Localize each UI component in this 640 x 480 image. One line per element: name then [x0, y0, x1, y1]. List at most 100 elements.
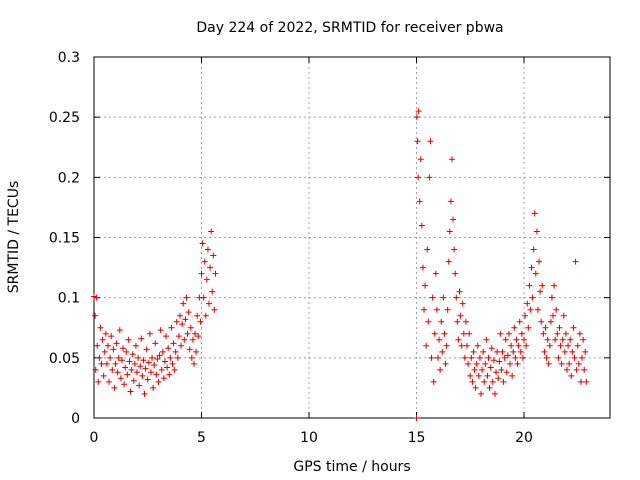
data-point	[537, 288, 544, 295]
data-point	[441, 330, 448, 337]
data-point	[134, 369, 140, 376]
data-point	[505, 330, 512, 337]
data-point	[198, 270, 205, 277]
data-point	[117, 375, 124, 382]
data-point	[415, 108, 422, 115]
data-point	[471, 366, 478, 373]
data-point	[91, 293, 97, 300]
data-point	[502, 336, 509, 343]
data-point	[527, 306, 534, 313]
data-point	[130, 377, 137, 384]
data-point	[212, 270, 219, 277]
x-tick-label: 10	[300, 430, 318, 446]
data-point	[573, 366, 580, 373]
data-point	[519, 354, 526, 361]
y-tick-label: 0.15	[49, 231, 80, 247]
data-point	[530, 246, 537, 253]
data-point	[136, 382, 143, 389]
data-point	[491, 390, 498, 397]
data-point	[419, 264, 426, 271]
data-point	[524, 300, 531, 307]
data-point	[110, 346, 117, 353]
data-point	[490, 357, 497, 364]
data-point	[582, 348, 589, 355]
y-tick-label: 0.1	[58, 291, 80, 307]
data-point	[568, 372, 575, 379]
data-point	[429, 294, 436, 301]
data-point	[174, 354, 181, 361]
data-point	[203, 276, 210, 283]
data-point	[414, 138, 421, 145]
data-point	[552, 336, 559, 343]
data-point	[184, 330, 191, 337]
data-point	[179, 321, 186, 328]
x-tick-label: 5	[197, 430, 206, 446]
data-point	[450, 216, 457, 223]
data-point	[209, 288, 216, 295]
data-point	[137, 363, 144, 370]
data-point	[173, 318, 180, 325]
data-point	[436, 336, 443, 343]
data-point	[193, 348, 200, 355]
data-point	[122, 364, 129, 371]
data-point	[100, 372, 107, 379]
data-point	[523, 342, 530, 349]
data-point	[188, 354, 195, 361]
data-point	[583, 378, 590, 385]
data-point	[182, 316, 189, 323]
data-point	[181, 336, 188, 343]
data-point	[495, 375, 502, 382]
data-point	[501, 354, 508, 361]
data-point	[566, 360, 573, 367]
data-point	[195, 333, 202, 340]
data-point	[197, 318, 204, 325]
data-point	[183, 294, 190, 301]
data-point	[460, 330, 467, 337]
data-point	[156, 352, 163, 359]
data-point	[115, 354, 122, 361]
data-point	[169, 360, 176, 367]
data-point	[467, 372, 474, 379]
data-point	[551, 282, 558, 289]
data-point	[512, 354, 519, 361]
data-point	[112, 360, 119, 367]
data-point	[154, 356, 161, 363]
data-point	[484, 372, 491, 379]
data-point	[470, 348, 477, 355]
data-point	[424, 246, 431, 253]
data-point	[192, 330, 199, 337]
data-point	[497, 330, 504, 337]
data-point	[121, 381, 128, 388]
data-point	[534, 306, 541, 313]
data-point	[489, 378, 496, 385]
data-point	[507, 360, 514, 367]
data-point	[190, 360, 197, 367]
data-point	[99, 336, 106, 343]
data-point	[161, 358, 168, 365]
data-point	[413, 114, 420, 121]
data-point	[575, 360, 582, 367]
data-point	[550, 312, 557, 319]
data-point	[194, 312, 201, 319]
data-point	[561, 348, 568, 355]
data-point	[168, 324, 175, 331]
data-point	[211, 306, 218, 313]
data-point	[465, 360, 472, 367]
data-point	[547, 318, 554, 325]
data-point	[418, 222, 425, 229]
data-point	[109, 366, 116, 373]
data-point	[126, 358, 133, 365]
x-tick-label: 0	[90, 430, 99, 446]
data-point	[120, 345, 127, 352]
data-point	[150, 384, 157, 391]
data-point	[427, 138, 434, 145]
data-point	[546, 342, 553, 349]
data-point	[456, 288, 463, 295]
data-point	[186, 346, 193, 353]
data-point	[478, 390, 484, 397]
data-point	[157, 327, 164, 334]
data-point	[416, 198, 423, 205]
data-point	[430, 378, 437, 385]
data-point	[108, 333, 115, 340]
data-point	[509, 372, 516, 379]
